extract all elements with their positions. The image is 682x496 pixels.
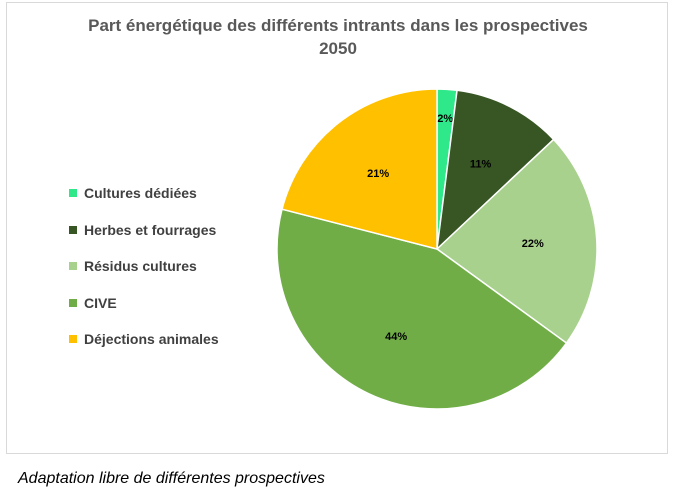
legend-label: Herbes et fourrages	[84, 221, 217, 238]
legend-swatch	[69, 189, 77, 198]
data-label-cultures-dediees: 2%	[437, 113, 453, 125]
figure-caption: Adaptation libre de différentes prospect…	[18, 470, 325, 487]
legend-item-residus-cultures: Résidus cultures	[69, 248, 219, 285]
legend-label: Cultures dédiées	[84, 185, 197, 202]
legend-label: Déjections animales	[84, 331, 219, 348]
pie-slice-residus-cultures	[435, 138, 598, 345]
legend-label: Résidus cultures	[84, 258, 197, 275]
legend-swatch	[69, 225, 77, 234]
data-label-residus-cultures: 22%	[522, 238, 544, 250]
legend-swatch	[69, 335, 77, 344]
chart-title-line-2: 2050	[319, 39, 357, 58]
chart-title-line-1: Part énergétique des différents intrants…	[88, 16, 588, 35]
legend-label: CIVE	[84, 294, 117, 311]
legend-item-cive: CIVE	[69, 285, 219, 322]
legend-item-cultures-dediees: Cultures dédiées	[69, 175, 219, 212]
legend-swatch	[69, 298, 77, 307]
data-label-herbes-fourrages: 11%	[470, 158, 492, 170]
pie-slice-dejections-animales	[281, 88, 438, 250]
data-label-dejections-animales: 21%	[367, 168, 389, 180]
chart-title: Part énergétique des différents intrants…	[7, 14, 669, 60]
data-label-cive: 44%	[385, 331, 407, 343]
chart-legend: Cultures dédiées Herbes et fourrages Rés…	[69, 175, 219, 358]
legend-item-dejections-animales: Déjections animales	[69, 321, 219, 358]
legend-item-herbes-fourrages: Herbes et fourrages	[69, 212, 219, 249]
legend-swatch	[69, 262, 77, 271]
pie-chart: 2% 11% 22% 44% 21%	[276, 88, 598, 410]
pie-slice-herbes-fourrages	[435, 89, 555, 251]
pie-slice-cive	[276, 208, 568, 410]
chart-area: Part énergétique des différents intrants…	[6, 2, 668, 454]
